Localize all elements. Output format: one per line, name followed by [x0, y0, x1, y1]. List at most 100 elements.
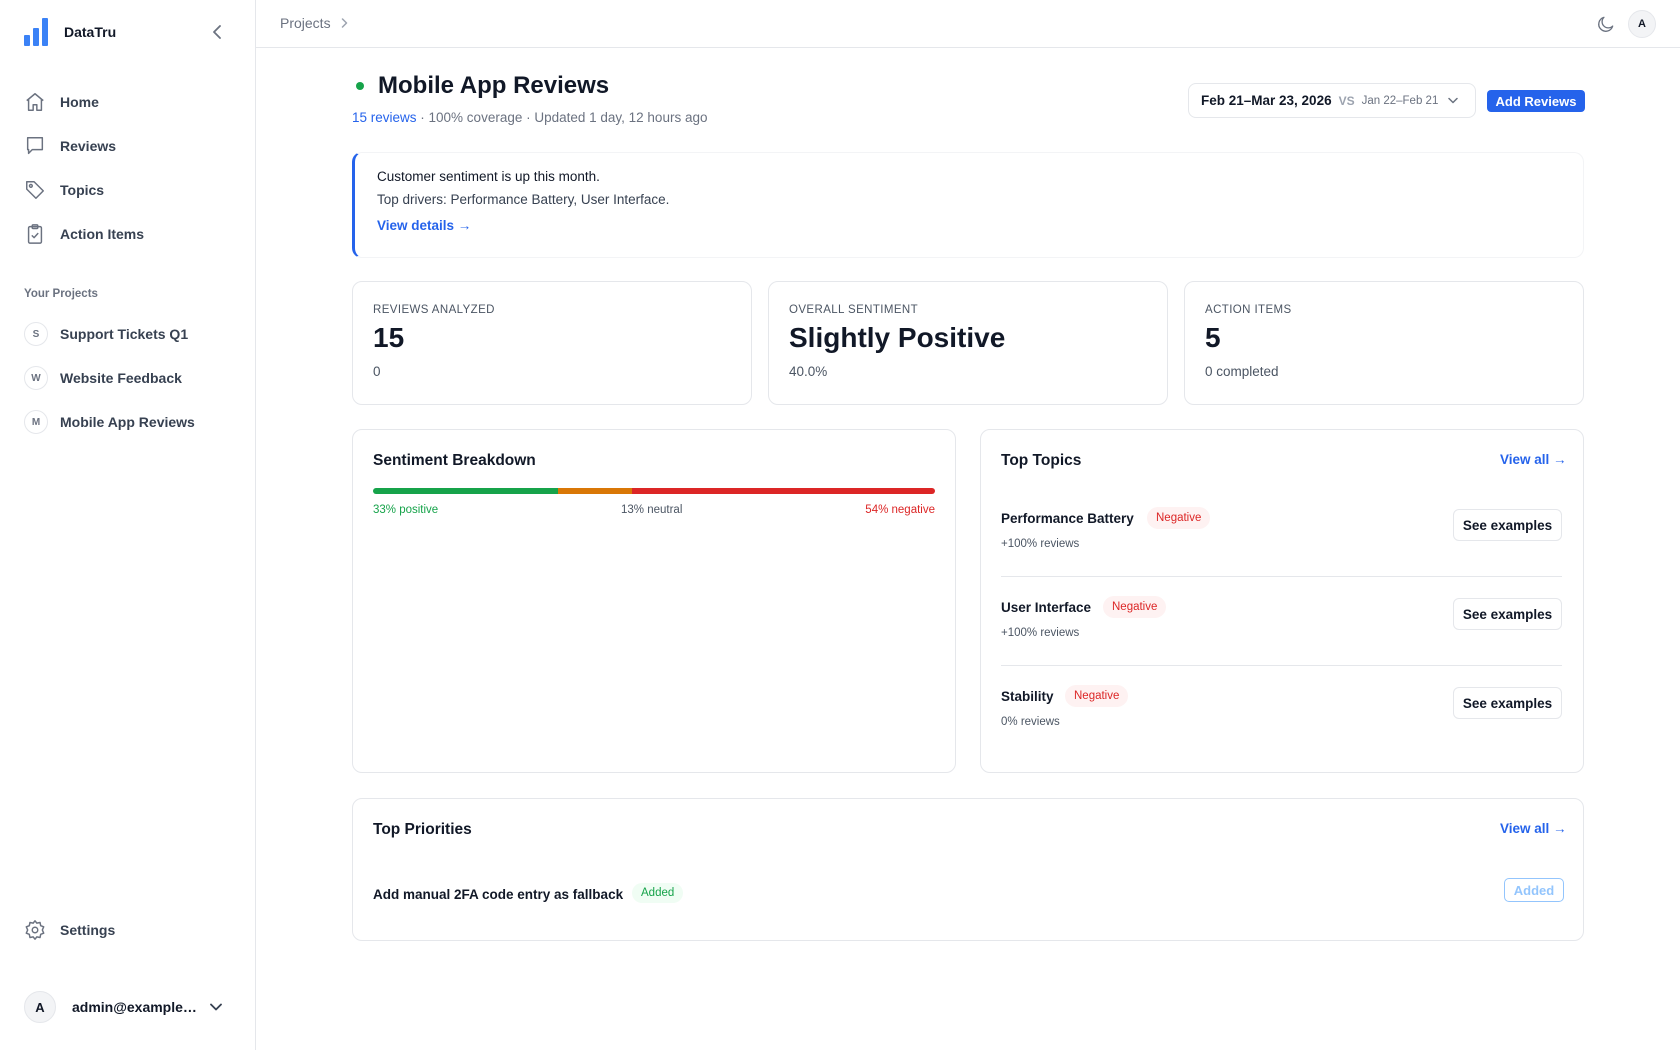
project-initial-badge: W — [24, 366, 48, 390]
see-examples-button[interactable]: See examples — [1453, 509, 1562, 541]
meta-details: · 100% coverage · Updated 1 day, 12 hour… — [416, 110, 708, 125]
nav-item-label: Settings — [60, 922, 116, 938]
chevron-right-icon — [341, 18, 347, 28]
message-icon — [24, 135, 46, 157]
project-label: Support Tickets Q1 — [60, 326, 189, 342]
stat-sub: 40.0% — [789, 364, 828, 379]
project-label: Website Feedback — [60, 370, 182, 386]
project-label: Mobile App Reviews — [60, 414, 195, 430]
status-badge: Added — [632, 883, 684, 903]
sidebar: DataTru Home Reviews Topics Act — [0, 0, 256, 1050]
project-item-mobile-app-reviews[interactable]: M Mobile App Reviews — [16, 402, 240, 442]
reviews-count-link[interactable]: 15 reviews — [352, 110, 417, 125]
nav-item-home[interactable]: Home — [16, 82, 240, 122]
brand[interactable]: DataTru — [24, 18, 116, 46]
negative-label: 54% negative — [865, 504, 935, 516]
top-bar: Projects A — [256, 0, 1680, 48]
priority-name: Add manual 2FA code entry as fallback — [373, 887, 624, 902]
topics-view-all-link[interactable]: View all → — [1500, 452, 1567, 467]
nav-item-label: Home — [60, 94, 99, 110]
gear-icon — [24, 919, 46, 941]
sentiment-badge: Negative — [1103, 596, 1167, 618]
stat-card-action-items: ACTION ITEMS 5 0 completed — [1184, 281, 1584, 405]
main-nav: Home Reviews Topics Action Items — [16, 82, 240, 258]
see-examples-button[interactable]: See examples — [1453, 687, 1562, 719]
tag-icon — [24, 179, 46, 201]
divider — [1001, 665, 1562, 666]
topic-row: Performance Battery Negative +100% revie… — [1001, 501, 1562, 590]
stat-sub: 0 — [373, 364, 381, 379]
avatar: A — [24, 991, 56, 1023]
card-title: Top Topics — [1001, 452, 1082, 469]
theme-toggle-moon-icon[interactable] — [1594, 12, 1618, 36]
project-initial-badge: S — [24, 322, 48, 346]
vs-label: VS — [1338, 93, 1355, 108]
topic-sub: +100% reviews — [1001, 627, 1080, 639]
user-email: admin@example.c... — [72, 999, 200, 1015]
stat-value: Slightly Positive — [789, 322, 1006, 353]
positive-label: 33% positive — [373, 504, 439, 516]
chevron-down-icon — [208, 999, 224, 1015]
collapse-sidebar-button[interactable] — [208, 22, 226, 42]
status-dot — [356, 82, 364, 90]
stat-value: 15 — [373, 322, 405, 353]
nav-item-topics[interactable]: Topics — [16, 170, 240, 210]
priorities-view-all-link[interactable]: View all → — [1500, 821, 1567, 836]
card-title: Sentiment Breakdown — [373, 452, 536, 469]
sentiment-bar — [373, 488, 935, 494]
stat-label: ACTION ITEMS — [1205, 304, 1292, 316]
project-initial-badge: M — [24, 410, 48, 434]
page-title: Mobile App Reviews — [378, 72, 610, 99]
nav-item-label: Action Items — [60, 226, 145, 242]
date-range: Feb 21–Mar 23, 2026 — [1201, 93, 1332, 108]
page-meta: 15 reviews · 100% coverage · Updated 1 d… — [352, 110, 707, 125]
topic-sub: +100% reviews — [1001, 538, 1080, 550]
top-topics-card: Top Topics View all → Performance Batter… — [980, 429, 1584, 773]
sentiment-badge: Negative — [1065, 685, 1129, 707]
nav-item-label: Topics — [60, 182, 105, 198]
see-examples-button[interactable]: See examples — [1453, 598, 1562, 630]
insight-banner: Customer sentiment is up this month. Top… — [352, 152, 1584, 258]
top-priorities-card: Top Priorities View all → Add manual 2FA… — [352, 798, 1584, 941]
nav-item-reviews[interactable]: Reviews — [16, 126, 240, 166]
view-details-link[interactable]: View details → — [377, 218, 472, 233]
added-button[interactable]: Added — [1504, 878, 1564, 902]
topic-sub: 0% reviews — [1001, 716, 1060, 728]
breadcrumb-projects[interactable]: Projects — [280, 15, 331, 31]
logo-icon — [24, 18, 52, 46]
sentiment-bar-negative — [631, 488, 935, 494]
topic-row: User Interface Negative +100% reviews Se… — [1001, 590, 1562, 679]
project-item-support-tickets[interactable]: S Support Tickets Q1 — [16, 314, 240, 354]
brand-name: DataTru — [64, 24, 117, 40]
user-menu[interactable]: A admin@example.c... — [24, 991, 234, 1023]
stat-card-reviews-analyzed: REVIEWS ANALYZED 15 0 — [352, 281, 752, 405]
stat-label: REVIEWS ANALYZED — [373, 304, 495, 316]
divider — [1001, 576, 1562, 577]
card-title: Top Priorities — [373, 821, 472, 838]
sentiment-badge: Negative — [1147, 507, 1211, 529]
insight-headline: Customer sentiment is up this month. — [377, 169, 600, 184]
breadcrumb: Projects — [280, 15, 348, 31]
nav-item-settings[interactable]: Settings — [16, 910, 240, 950]
add-reviews-button[interactable]: Add Reviews — [1487, 90, 1585, 112]
stat-sub: 0 completed — [1205, 364, 1279, 379]
avatar[interactable]: A — [1628, 10, 1656, 38]
date-range-picker[interactable]: Feb 21–Mar 23, 2026 VS Jan 22–Feb 21 — [1188, 83, 1476, 118]
sentiment-bar-neutral — [558, 488, 632, 494]
topic-name: Performance Battery — [1001, 511, 1134, 526]
nav-item-action-items[interactable]: Action Items — [16, 214, 240, 254]
sentiment-bar-positive — [373, 488, 559, 494]
neutral-label: 13% neutral — [621, 504, 683, 516]
topic-row: Stability Negative 0% reviews See exampl… — [1001, 679, 1562, 768]
stat-label: OVERALL SENTIMENT — [789, 304, 919, 316]
sentiment-breakdown-card: Sentiment Breakdown 33% positive 13% neu… — [352, 429, 956, 773]
chevron-down-icon — [1448, 95, 1460, 107]
insight-drivers: Top drivers: Performance Battery, User I… — [377, 192, 670, 207]
settings-section: Settings — [16, 910, 240, 954]
topic-name: User Interface — [1001, 600, 1092, 615]
page-header: Mobile App Reviews — [352, 72, 609, 100]
stat-card-overall-sentiment: OVERALL SENTIMENT Slightly Positive 40.0… — [768, 281, 1168, 405]
stat-value: 5 — [1205, 322, 1221, 353]
chevron-left-icon — [213, 25, 221, 39]
project-item-website-feedback[interactable]: W Website Feedback — [16, 358, 240, 398]
